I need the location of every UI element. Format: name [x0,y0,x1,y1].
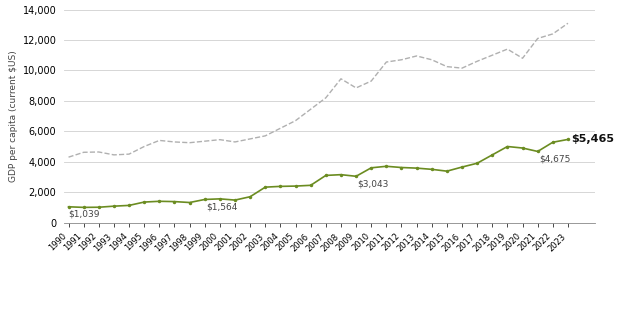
Y-axis label: GDP per capita (current $US): GDP per capita (current $US) [10,50,19,182]
Text: $3,043: $3,043 [358,179,389,188]
Text: $5,465: $5,465 [571,135,614,144]
Text: $1,039: $1,039 [68,210,100,218]
Text: $4,675: $4,675 [540,154,571,163]
Text: $1,564: $1,564 [206,202,237,211]
